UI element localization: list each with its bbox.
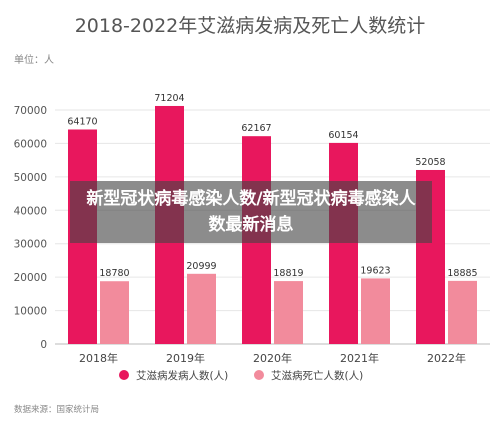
- bar-incidence: [329, 142, 358, 344]
- y-tick-label: 60000: [14, 138, 47, 150]
- x-tick-label: 2020年: [253, 351, 292, 365]
- overlay-banner: 新型冠状病毒感染人数/新型冠状病毒感染人数最新消息: [70, 181, 432, 243]
- y-tick-label: 10000: [14, 306, 47, 318]
- x-tick-label: 2021年: [340, 351, 379, 365]
- data-label: 71204: [154, 93, 184, 104]
- y-tick-label: 70000: [14, 105, 47, 117]
- data-label: 18885: [447, 268, 477, 279]
- x-tick-label: 2018年: [79, 351, 118, 365]
- y-tick-label: 50000: [14, 172, 47, 184]
- overlay-text: 新型冠状病毒感染人数/新型冠状病毒感染人数最新消息: [86, 189, 416, 235]
- data-label: 52058: [415, 157, 445, 168]
- legend: 艾滋病发病人数(人) 艾滋病死亡人数(人): [119, 369, 363, 382]
- data-label: 19623: [360, 265, 390, 276]
- y-tick-label: 40000: [14, 205, 47, 217]
- data-label: 60154: [328, 130, 358, 141]
- bar-deaths: [100, 281, 129, 344]
- bar-deaths: [448, 280, 477, 344]
- x-tick-label: 2022年: [427, 351, 466, 365]
- data-label: 18780: [99, 268, 129, 279]
- y-tick-label: 20000: [14, 272, 47, 284]
- legend-label: 艾滋病死亡人数(人): [271, 369, 363, 382]
- legend-marker: [119, 370, 129, 380]
- chart-title: 2018-2022年艾滋病发病及死亡人数统计: [75, 15, 426, 37]
- bar-deaths: [361, 278, 390, 344]
- data-label: 18819: [273, 268, 303, 279]
- data-label: 62167: [241, 123, 271, 134]
- y-tick-label: 30000: [14, 239, 47, 251]
- bar-deaths: [187, 273, 216, 344]
- data-label: 64170: [67, 116, 97, 127]
- label-layer: 0 10000 20000 30000 40000 50000 60000 70000 6417…: [14, 93, 478, 365]
- legend-label: 艾滋病发病人数(人): [136, 369, 228, 382]
- bar-deaths: [274, 281, 303, 344]
- legend-marker: [254, 370, 264, 380]
- y-tick-label: 0: [40, 339, 47, 351]
- source-note: 数据来源：国家统计局: [14, 404, 99, 415]
- data-label: 20999: [186, 261, 216, 272]
- x-tick-label: 2019年: [166, 351, 205, 365]
- unit-label: 单位：人: [14, 53, 54, 66]
